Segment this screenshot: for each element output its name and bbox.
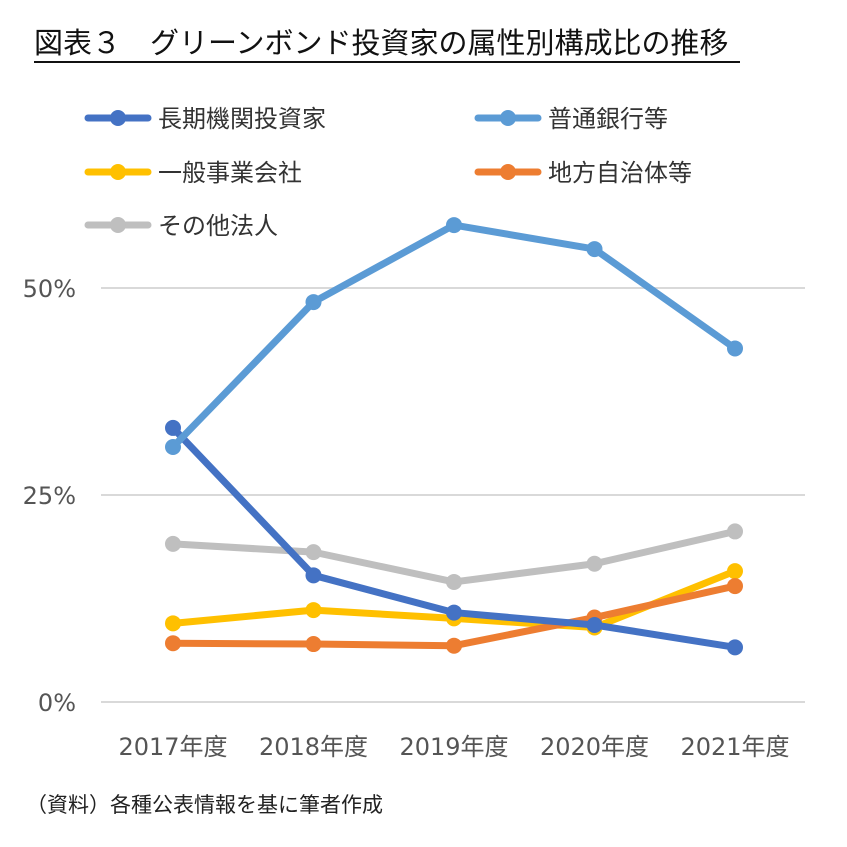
- series-1: [165, 217, 743, 455]
- legend-swatch-marker: [110, 110, 126, 126]
- data-point: [727, 340, 743, 357]
- data-point: [586, 555, 603, 572]
- legend-label: 長期機関投資家: [158, 105, 326, 133]
- legend-label: 地方自治体等: [548, 159, 692, 187]
- y-axis-ticks: 0% 25% 50%: [23, 275, 76, 717]
- data-point: [165, 635, 181, 652]
- source-note: （資料）各種公表情報を基に筆者作成: [26, 793, 383, 817]
- data-point: [446, 573, 462, 590]
- data-point: [165, 438, 181, 455]
- legend-swatch-marker: [500, 110, 516, 126]
- data-point: [305, 544, 322, 561]
- data-point: [165, 615, 181, 632]
- y-tick-label: 25%: [23, 482, 76, 510]
- legend-swatch-marker: [110, 164, 126, 180]
- data-point: [446, 217, 462, 234]
- legend-item: 一般事業会社: [84, 159, 302, 187]
- data-point: [586, 241, 603, 258]
- data-point: [727, 523, 743, 540]
- series-4: [165, 523, 743, 590]
- x-tick-label: 2021年度: [680, 733, 789, 761]
- legend-item: 地方自治体等: [474, 159, 692, 187]
- data-point: [727, 563, 743, 580]
- data-point: [727, 578, 743, 595]
- y-tick-label: 50%: [23, 275, 76, 303]
- x-tick-label: 2019年度: [399, 733, 508, 761]
- gridlines: [101, 287, 805, 703]
- legend-label: その他法人: [158, 212, 278, 240]
- data-point: [586, 616, 603, 633]
- data-point: [305, 636, 322, 653]
- data-point: [305, 567, 322, 584]
- legend-swatch-marker: [500, 164, 516, 180]
- series-line: [169, 221, 739, 451]
- legend-swatch-marker: [110, 217, 126, 233]
- x-tick-label: 2020年度: [540, 733, 649, 761]
- chart-title: 図表３ グリーンボンド投資家の属性別構成比の推移: [34, 26, 729, 60]
- legend-label: 一般事業会社: [158, 159, 302, 187]
- legend-label: 普通銀行等: [548, 105, 668, 133]
- series-lines: [165, 217, 743, 656]
- y-tick-label: 0%: [38, 689, 76, 717]
- x-tick-label: 2018年度: [259, 733, 368, 761]
- x-tick-label: 2017年度: [118, 733, 227, 761]
- line-chart: 0%25%50% 2017年度 2018年度 2019年度 2020年度 2021年度 …: [23, 105, 805, 761]
- data-point: [305, 602, 322, 619]
- legend-item: 普通銀行等: [474, 105, 668, 133]
- data-point: [727, 639, 743, 656]
- legend-item: 長期機関投資家: [84, 105, 326, 133]
- data-point: [165, 419, 181, 436]
- series-0: [165, 419, 743, 656]
- data-point: [446, 604, 462, 621]
- data-point: [305, 294, 322, 311]
- data-point: [165, 535, 181, 552]
- legend-item: その他法人: [84, 212, 278, 240]
- title-underline: [34, 61, 740, 63]
- x-axis-ticks: 2017年度 2018年度 2019年度 2020年度 2021年度: [118, 733, 789, 761]
- data-point: [446, 637, 462, 654]
